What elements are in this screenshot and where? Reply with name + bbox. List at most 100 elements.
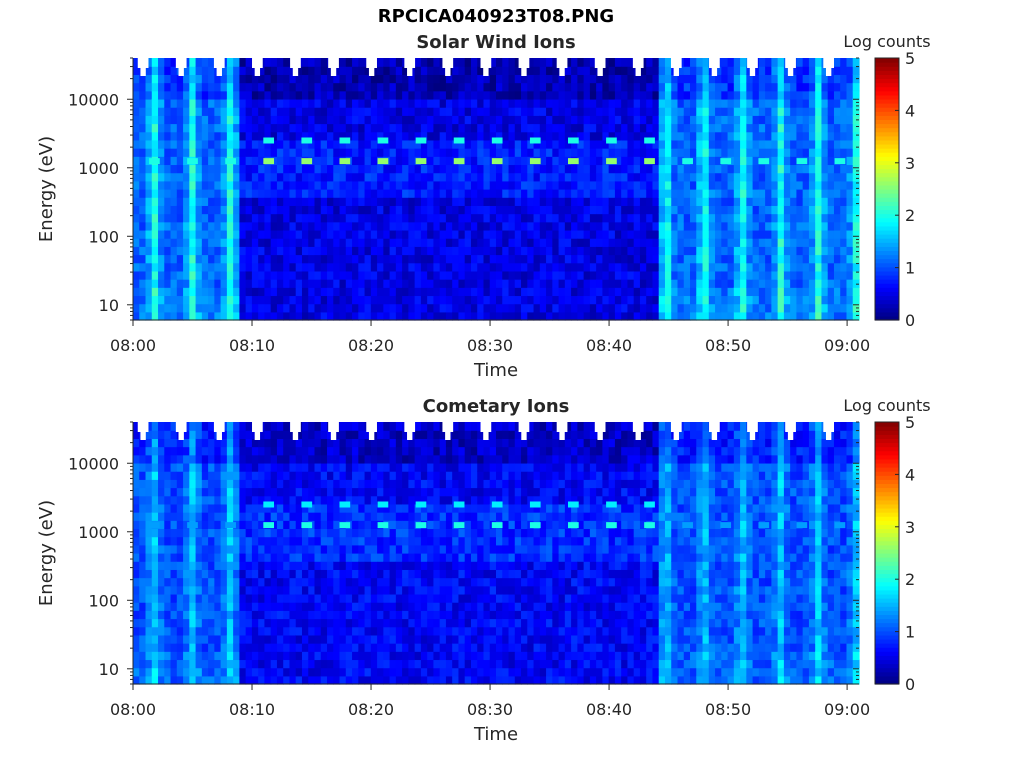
white-notch: [290, 58, 301, 68]
white-notch: [559, 68, 565, 76]
colorbar-tick-label: 3: [905, 154, 915, 173]
colorbar-tick-label: 4: [905, 101, 915, 120]
beam-blip-1250ev: [301, 522, 313, 529]
y-ticks: 10 100 1000 10000: [68, 421, 859, 685]
y-tick-label: 1000: [78, 159, 119, 178]
colorbar-tick-label: 1: [905, 623, 915, 642]
x-tick-label: 09:00: [824, 700, 870, 719]
panel-title: Solar Wind Ions: [416, 32, 575, 53]
beam-blip-1250ev: [339, 158, 351, 165]
white-notch: [670, 58, 682, 68]
white-notch: [366, 58, 377, 68]
white-notch: [709, 58, 720, 68]
colorbar-tick-label: 2: [905, 206, 915, 225]
white-notch: [404, 58, 416, 68]
x-tick-label: 08:10: [229, 700, 275, 719]
colorbar-tick-label: 3: [905, 518, 915, 537]
white-notch: [825, 68, 832, 76]
white-notch: [597, 432, 603, 440]
beam-blip-1250ev: [606, 522, 617, 529]
heatmap-cells: [133, 58, 860, 321]
x-ticks: 08:00 08:10 08:20 08:30 08:40 08:50 09:00: [110, 684, 870, 719]
white-notch: [749, 432, 756, 440]
white-notch: [559, 432, 565, 440]
white-notch: [140, 68, 146, 76]
colorbar-frame: [874, 57, 900, 321]
top-notches: [137, 422, 835, 440]
beam-blip-2500ev: [339, 137, 351, 144]
x-ticks: 08:00 08:10 08:20 08:30 08:40 08:50 09:00: [110, 320, 870, 355]
white-notch: [785, 422, 796, 432]
white-notch: [483, 432, 489, 440]
x-tick-label: 08:00: [110, 336, 156, 355]
white-notch: [483, 68, 489, 76]
white-notch: [254, 432, 261, 440]
x-tick-label: 08:20: [348, 700, 394, 719]
colorbar-tick-label: 1: [905, 259, 915, 278]
beam-blip-2500ev: [529, 501, 541, 508]
x-tick-label: 09:00: [824, 336, 870, 355]
white-notch: [632, 58, 644, 68]
white-notch: [823, 58, 835, 68]
beam-lines: [149, 501, 846, 529]
y-axis-label: Energy (eV): [36, 136, 57, 242]
colorbar-tick-label: 0: [905, 675, 915, 694]
white-notch: [521, 432, 527, 440]
beam-blip-1250ev: [187, 158, 198, 165]
beam-blip-2500ev: [606, 501, 617, 508]
white-notch: [404, 422, 416, 432]
white-notch: [178, 432, 184, 440]
white-notch: [178, 68, 184, 76]
beam-blip-2500ev: [339, 501, 351, 508]
white-notch: [823, 422, 835, 432]
white-notch: [175, 422, 187, 432]
beam-blip-1250ev: [187, 522, 198, 529]
white-notch: [328, 422, 339, 432]
white-notch: [635, 68, 641, 76]
x-axis-label: Time: [473, 360, 518, 381]
colorbar-label: Log counts: [843, 32, 930, 51]
white-notch: [711, 432, 718, 440]
white-notch: [216, 68, 222, 76]
beam-blip-1250ev: [377, 158, 389, 165]
white-notch: [213, 58, 225, 68]
y-tick-label: 100: [88, 227, 119, 246]
beam-blip-1250ev: [491, 522, 503, 529]
beam-blip-1250ev: [149, 522, 160, 529]
white-notch: [632, 422, 644, 432]
colorbar-tick-label: 0: [905, 311, 915, 330]
white-notch: [787, 432, 794, 440]
x-tick-label: 08:40: [586, 336, 632, 355]
y-tick-label: 10: [99, 660, 119, 679]
beam-blip-1250ev: [377, 522, 389, 529]
white-notch: [366, 422, 377, 432]
white-notch: [747, 58, 758, 68]
white-notch: [140, 432, 146, 440]
beam-blip-2500ev: [263, 501, 275, 508]
beam-blip-2500ev: [377, 137, 389, 144]
white-notch: [368, 68, 375, 76]
y-axis-label: Energy (eV): [36, 500, 57, 606]
top-notches: [137, 58, 835, 76]
x-tick-label: 08:30: [467, 700, 513, 719]
y-tick-label: 10000: [68, 90, 119, 109]
beam-blip-2500ev: [491, 137, 503, 144]
beam-blip-1250ev: [720, 522, 732, 529]
beam-blip-1250ev: [606, 158, 617, 165]
colorbar-label: Log counts: [843, 396, 930, 415]
colorbar-frame: [874, 421, 900, 685]
white-notch: [330, 68, 337, 76]
white-notch: [785, 58, 796, 68]
y-tick-label: 100: [88, 591, 119, 610]
white-notch: [709, 422, 720, 432]
white-notch: [252, 422, 263, 432]
x-tick-label: 08:10: [229, 336, 275, 355]
white-notch: [518, 422, 530, 432]
beam-blip-2500ev: [606, 137, 617, 144]
beam-blip-2500ev: [568, 137, 579, 144]
beam-blip-2500ev: [568, 501, 579, 508]
beam-blip-2500ev: [491, 501, 503, 508]
